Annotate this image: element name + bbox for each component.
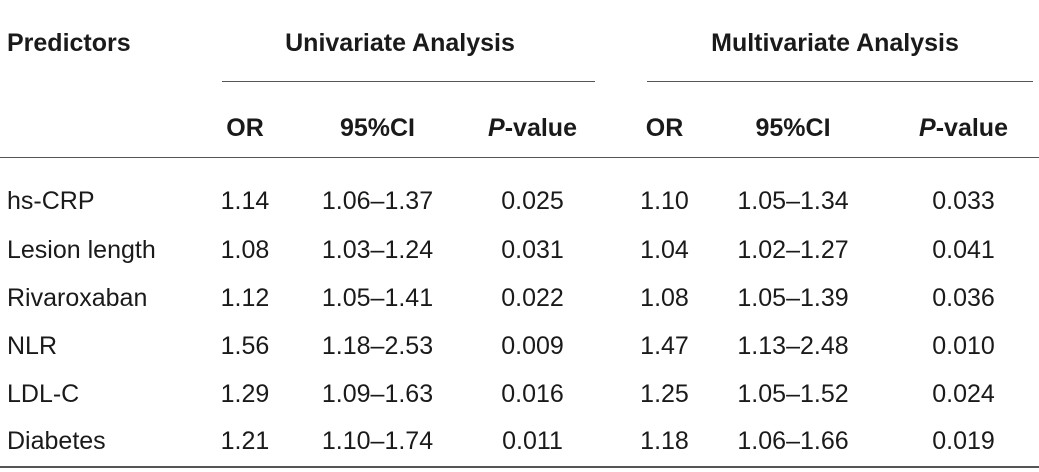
multi-p-cell: 0.024: [932, 379, 995, 408]
multi-ci-cell: 1.06–1.66: [737, 426, 849, 455]
multi-or-cell: 1.04: [640, 235, 689, 264]
multi-p-cell: 0.036: [932, 283, 995, 312]
predictor-cell: LDL-C: [7, 379, 80, 408]
multi-or-header: OR: [645, 113, 684, 142]
multi-p-cell: 0.033: [932, 186, 995, 215]
uni-ci-cell: 1.03–1.24: [321, 235, 434, 264]
uni-or-header: OR: [226, 113, 264, 142]
predictor-cell: Diabetes: [7, 426, 106, 455]
row-spacer: [595, 226, 631, 274]
table-row: LDL-C 1.29 1.09–1.63 0.016 1.25 1.05–1.5…: [0, 370, 1039, 418]
multi-ci-cell: 1.13–2.48: [737, 331, 849, 360]
multi-p-italic: P: [919, 113, 936, 142]
multi-p-suffix: -value: [935, 113, 1008, 142]
row-spacer: [595, 164, 631, 226]
uni-ci-cell: 1.18–2.53: [321, 331, 434, 360]
multi-or-cell: 1.25: [640, 379, 689, 408]
predictor-cell: hs-CRP: [7, 186, 95, 215]
table-row: NLR 1.56 1.18–2.53 0.009 1.47 1.13–2.48 …: [0, 322, 1039, 370]
uni-p-cell: 0.016: [501, 379, 564, 408]
multivariate-header: Multivariate Analysis: [711, 28, 959, 57]
uni-p-cell: 0.031: [501, 235, 564, 264]
row-spacer: [595, 370, 631, 418]
predictor-cell: Lesion length: [7, 235, 156, 264]
multi-or-cell: 1.08: [640, 283, 689, 312]
uni-ci-cell: 1.06–1.37: [321, 186, 434, 215]
univariate-underline: [222, 81, 595, 82]
header-divider-rule: [0, 157, 1039, 158]
uni-ci-cell: 1.05–1.41: [321, 283, 434, 312]
row-spacer: [595, 418, 631, 472]
uni-or-cell: 1.21: [220, 426, 270, 455]
uni-p-cell: 0.022: [501, 283, 564, 312]
uni-or-cell: 1.12: [220, 283, 270, 312]
uni-p-suffix: -value: [504, 113, 577, 142]
table-row: Rivaroxaban 1.12 1.05–1.41 0.022 1.08 1.…: [0, 274, 1039, 322]
multi-p-cell: 0.010: [932, 331, 995, 360]
uni-or-cell: 1.14: [220, 186, 270, 215]
multi-ci-cell: 1.05–1.39: [737, 283, 849, 312]
uni-p-header: P-value: [470, 92, 595, 164]
univariate-header: Univariate Analysis: [285, 28, 515, 57]
multi-ci-header: 95%CI: [755, 113, 831, 142]
uni-ci-header: 95%CI: [339, 113, 416, 142]
predictor-cell: NLR: [7, 331, 58, 360]
uni-p-cell: 0.025: [501, 186, 564, 215]
multi-p-cell: 0.041: [932, 235, 995, 264]
header-spacer: [595, 0, 631, 92]
uni-ci-cell: 1.10–1.74: [321, 426, 434, 455]
row-spacer: [595, 274, 631, 322]
predictors-subheader-blank: [0, 92, 205, 164]
multi-p-cell: 0.019: [932, 426, 995, 455]
multi-ci-cell: 1.05–1.34: [737, 186, 849, 215]
uni-p-cell: 0.009: [501, 331, 564, 360]
table-row: Diabetes 1.21 1.10–1.74 0.011 1.18 1.06–…: [0, 418, 1039, 472]
group-header-row: Predictors Univariate Analysis Multivari…: [0, 0, 1039, 92]
multi-p-header: P-value: [888, 92, 1039, 164]
uni-p-italic: P: [488, 113, 505, 142]
predictors-header: Predictors: [7, 28, 131, 57]
multi-ci-cell: 1.05–1.52: [737, 379, 849, 408]
uni-ci-cell: 1.09–1.63: [321, 379, 434, 408]
column-header-row: OR 95%CI P-value OR 95%CI P-value: [0, 92, 1039, 164]
multivariate-underline: [647, 81, 1033, 82]
uni-or-cell: 1.29: [220, 379, 270, 408]
row-spacer: [595, 322, 631, 370]
table-row: Lesion length 1.08 1.03–1.24 0.031 1.04 …: [0, 226, 1039, 274]
multi-or-cell: 1.47: [640, 331, 689, 360]
uni-or-cell: 1.56: [220, 331, 270, 360]
multi-or-cell: 1.18: [640, 426, 689, 455]
multi-ci-cell: 1.02–1.27: [737, 235, 849, 264]
predictor-cell: Rivaroxaban: [7, 283, 148, 312]
uni-p-cell: 0.011: [502, 426, 563, 455]
table-row: hs-CRP 1.14 1.06–1.37 0.025 1.10 1.05–1.…: [0, 164, 1039, 226]
table-bottom-rule: [0, 466, 1039, 468]
uni-or-cell: 1.08: [220, 235, 270, 264]
subheader-spacer: [595, 92, 631, 164]
multi-or-cell: 1.10: [640, 186, 689, 215]
